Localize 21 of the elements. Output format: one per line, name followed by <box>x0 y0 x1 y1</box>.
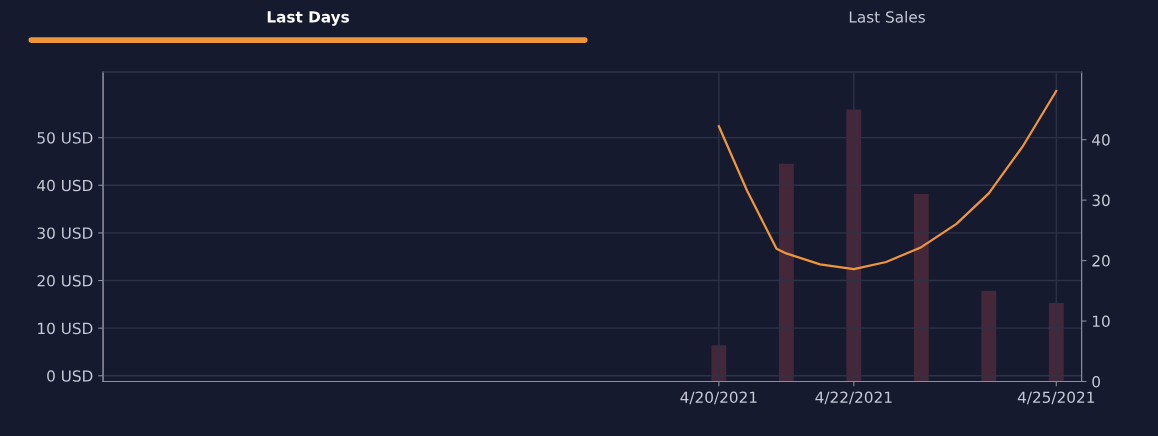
y2-tick-label: 0 <box>1092 375 1100 388</box>
y-tick-label: 30 USD <box>37 227 93 239</box>
bar <box>913 194 929 382</box>
x-tick-label: 4/25/2021 <box>1017 391 1095 405</box>
y-tick-label: 40 USD <box>37 179 93 192</box>
bar <box>1048 302 1064 382</box>
bar <box>981 290 997 382</box>
line-series <box>717 89 1058 271</box>
text: Last Days <box>267 11 349 26</box>
y2-tick-label: 40 <box>1092 134 1110 146</box>
x-tick-label: 4/20/2021 <box>680 391 757 405</box>
y2-tick-label: 30 <box>1092 194 1110 207</box>
y-tick-label: 0 USD <box>47 370 93 382</box>
text: Last Sales <box>849 10 925 23</box>
y2-tick-label: 10 <box>1092 315 1110 328</box>
y-tick-label: 50 USD <box>37 132 93 144</box>
y-tick-label: 20 USD <box>37 275 93 287</box>
y2-tick-label: 20 <box>1092 255 1110 267</box>
y-tick-label: 10 USD <box>38 322 93 335</box>
x-tick-label: 4/22/2021 <box>815 391 892 405</box>
bar <box>778 163 794 382</box>
